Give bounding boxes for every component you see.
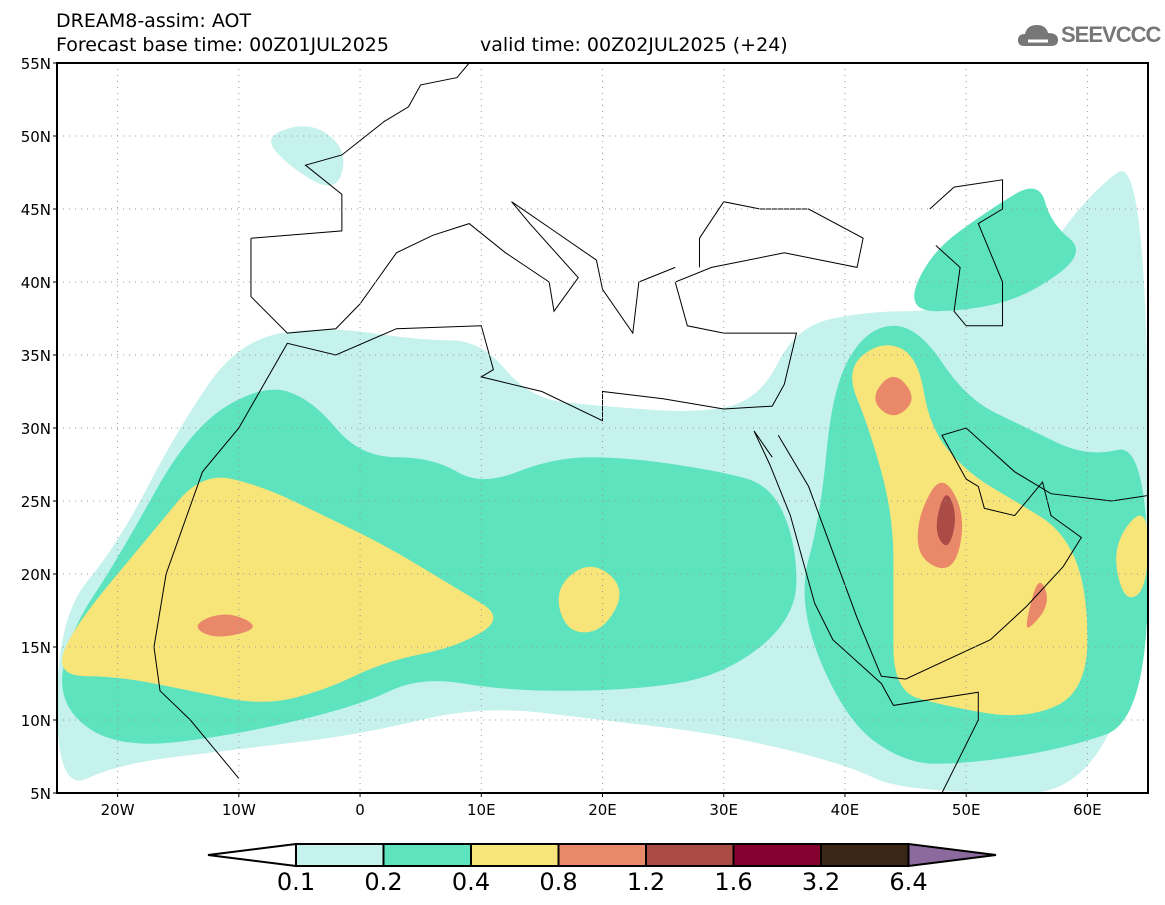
colorbar-bin — [645, 843, 735, 867]
lat-label: 50N — [21, 128, 51, 146]
colorbar-label: 0.2 — [364, 868, 403, 896]
cloud-icon — [1018, 25, 1058, 46]
colorbar — [207, 842, 997, 868]
colorbar-bin — [820, 843, 910, 867]
aot-region — [271, 126, 344, 186]
lon-label: 40E — [831, 801, 860, 819]
colorbar-bin — [732, 843, 822, 867]
coastline — [153, 646, 240, 779]
colorbar-max-arrow — [907, 842, 997, 868]
coastline — [153, 201, 864, 648]
colorbar-label: 0.4 — [451, 868, 491, 896]
logo-text: SEEVCCC — [1061, 22, 1161, 47]
coastline — [777, 427, 1148, 680]
lat-label: 15N — [21, 639, 51, 657]
axis-labels: 55N 50N 45N 40N 35N 30N 25N 20N 15N 10N 5N 20W 10W 0 1… — [21, 55, 1102, 819]
aot-region — [197, 614, 253, 637]
coastline — [753, 430, 979, 793]
colorbar-label: 0.8 — [539, 868, 578, 896]
lon-label: 60E — [1073, 801, 1102, 819]
map-title: DREAM8-assim: AOT — [56, 10, 252, 32]
lat-label: 20N — [21, 566, 51, 584]
coastline — [929, 179, 1004, 327]
lat-label: 30N — [21, 420, 51, 438]
coastlines — [153, 63, 1148, 793]
aot-region — [62, 477, 494, 702]
lon-label: 20E — [588, 801, 617, 819]
lon-label: 20W — [101, 801, 135, 819]
lat-label: 55N — [21, 55, 51, 73]
colorbar-label: 1.2 — [626, 868, 666, 896]
colorbar-label: 3.2 — [801, 868, 841, 896]
colorbar-bin — [295, 843, 385, 867]
colorbar-min-arrow — [207, 842, 297, 868]
aot-field — [57, 126, 1148, 793]
lon-label: 10W — [222, 801, 256, 819]
coastline — [250, 63, 470, 239]
lon-label: 0 — [355, 801, 365, 819]
colorbar-label: 0.1 — [276, 868, 316, 896]
colorbar-bin — [557, 843, 647, 867]
lat-label: 5N — [30, 785, 51, 803]
colorbar-label: 6.4 — [889, 868, 928, 896]
lat-label: 35N — [21, 347, 51, 365]
lat-label: 40N — [21, 274, 51, 292]
colorbar-bin — [382, 843, 472, 867]
colorbar-label: 1.6 — [714, 868, 753, 896]
aot-region — [914, 188, 1077, 312]
lon-label: 50E — [952, 801, 981, 819]
seevccc-logo: SEEVCCC — [1018, 22, 1161, 48]
lon-label: 10E — [467, 801, 496, 819]
aot-region — [936, 495, 955, 546]
coastline — [250, 201, 676, 335]
lat-label: 10N — [21, 712, 51, 730]
colorbar-bin — [470, 843, 560, 867]
aot-region — [558, 566, 620, 633]
lon-label: 30E — [709, 801, 738, 819]
forecast-base-time: Forecast base time: 00Z01JUL2025 — [56, 34, 389, 56]
valid-time: valid time: 00Z02JUL2025 (+24) — [480, 34, 788, 56]
lat-label: 25N — [21, 493, 51, 511]
lat-label: 45N — [21, 201, 51, 219]
aot-region — [875, 376, 912, 416]
aot-region — [1116, 515, 1148, 598]
aot-region — [1026, 582, 1047, 628]
